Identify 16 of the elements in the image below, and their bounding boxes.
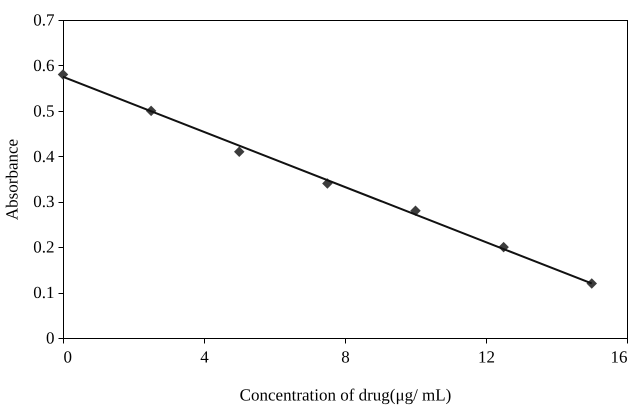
y-tick-label: 0.4 <box>33 146 55 166</box>
point <box>234 146 244 157</box>
y-axis-title: Absorbance <box>2 138 22 220</box>
y-tick-label: 0.5 <box>33 101 54 120</box>
x-tick-label: 12 <box>478 348 495 366</box>
y-tick-label: 0.3 <box>33 192 54 212</box>
y-tick-label: 0.7 <box>33 10 55 30</box>
x-tick-label: 8 <box>341 348 350 366</box>
x-tick-label: 4 <box>200 348 210 366</box>
x-tick-label: 0 <box>64 348 72 366</box>
y-tick-label: 0 <box>46 328 54 348</box>
x-tick-label: 16 <box>610 348 628 366</box>
y-tick-label: 0.2 <box>33 238 54 257</box>
x-axis-title: Concentration of drug(μg/ mL) <box>240 386 452 404</box>
y-tick-label: 0.1 <box>33 283 54 302</box>
y-tick-label: 0.6 <box>33 56 54 75</box>
